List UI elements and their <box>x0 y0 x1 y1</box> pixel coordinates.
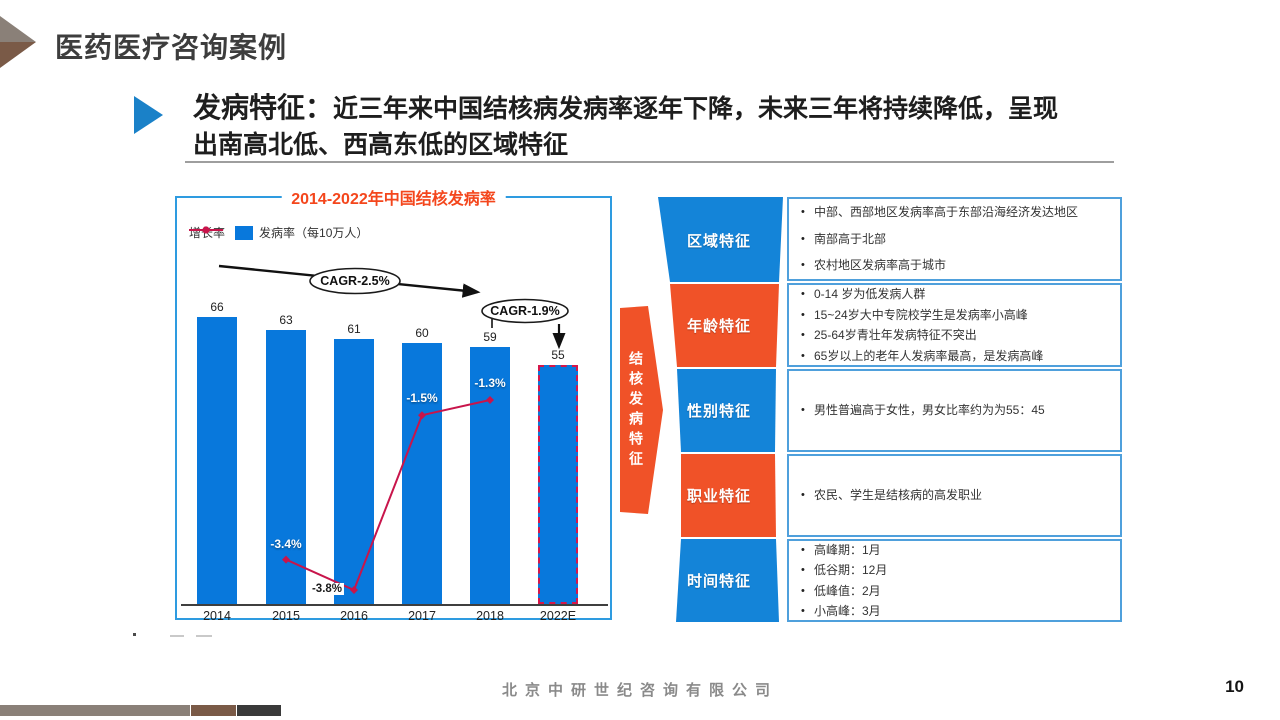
feature-bullet: 农民、学生是结核病的高发职业 <box>801 485 1114 506</box>
category-label: 2017 <box>408 609 436 623</box>
feature-bullet: 小高峰：3月 <box>801 601 1114 622</box>
feature-bullet: 低谷期：12月 <box>801 560 1114 581</box>
feature-detail-boxes: 中部、西部地区发病率高于东部沿海经济发达地区南部高于北部农村地区发病率高于城市 … <box>787 197 1122 622</box>
chart-title: 2014-2022年中国结核发病率 <box>281 185 506 209</box>
chart-panel: 2014-2022年中国结核发病率 增长率 发病率（每10万人） 66 2014 6… <box>175 185 612 623</box>
logo-arrow-icon <box>0 16 36 68</box>
section-heading: 发病特征：近三年来中国结核病发病率逐年下降，未来三年将持续降低，呈现 出南高北低… <box>193 92 1153 165</box>
cagr-recent-label: CAGR-1.9% <box>490 304 560 318</box>
line-marker-icon <box>189 226 223 234</box>
page-number: 10 <box>1225 677 1244 696</box>
growth-point-label: -3.8% <box>309 583 345 595</box>
incidence-bar <box>334 339 374 604</box>
category-label: 2018 <box>476 609 504 623</box>
heading-triangle-icon <box>134 96 163 134</box>
funnel-label-age: 年龄特征 <box>686 318 751 335</box>
funnel-label-occupation: 职业特征 <box>686 488 751 505</box>
gender-feature-box: 男性普遍高于女性，男女比率约为为55：45 <box>787 369 1122 452</box>
growth-point-label: -3.4% <box>270 536 302 551</box>
funnel-label-region: 区域特征 <box>686 233 751 250</box>
legend-growth-rate: 增长率 <box>189 224 225 241</box>
bar-value-label: 55 <box>551 348 565 362</box>
bar-swatch-icon <box>235 225 254 240</box>
heading-line2: 出南高北低、西高东低的区域特征 <box>193 131 569 159</box>
feature-bullet: 南部高于北部 <box>801 226 1114 253</box>
heading-prefix: 发病特征： <box>193 92 334 123</box>
tb-feature-arrow-icon <box>620 306 663 514</box>
legend-incidence: 发病率（每10万人） <box>235 224 368 241</box>
incidence-bar <box>538 365 578 604</box>
incidence-bar <box>402 343 442 604</box>
feature-bullet: 农村地区发病率高于城市 <box>801 252 1114 279</box>
category-label: 2015 <box>272 609 300 623</box>
page-title: 医药医疗咨询案例 <box>55 32 288 63</box>
feature-bullet: 65岁以上的老年人发病率最高，是发病高峰 <box>801 346 1114 367</box>
bar-value-label: 61 <box>347 322 361 336</box>
feature-bullet: 15~24岁大中专院校学生是发病率小高峰 <box>801 305 1114 326</box>
occupation-feature-box: 农民、学生是结核病的高发职业 <box>787 454 1122 537</box>
footer-company: 北京中研世纪咨询有限公司 <box>501 682 778 699</box>
growth-point-label: -1.3% <box>474 376 506 390</box>
feature-bullet: 男性普遍高于女性，男女比率约为为55：45 <box>801 400 1114 421</box>
age-feature-box: 0-14 岁为低发病人群15~24岁大中专院校学生是发病率小高峰25-64岁青壮… <box>787 283 1122 367</box>
funnel-label-gender: 性别特征 <box>686 403 751 420</box>
feature-bullet: 25-64岁青壮年发病特征不突出 <box>801 325 1114 346</box>
feature-funnel <box>658 197 783 622</box>
footer-bar-brown <box>191 705 236 716</box>
growth-point-label: -1.5% <box>406 391 438 406</box>
funnel-label-time: 时间特征 <box>686 573 751 590</box>
growth-line-series <box>282 396 494 594</box>
tb-feature-arrow-label: 结核发病特征 <box>628 351 644 471</box>
bar-value-label: 59 <box>483 330 497 344</box>
footer-bar-dark <box>237 705 281 716</box>
time-feature-box: 高峰期：1月低谷期：12月低峰值：2月小高峰：3月 <box>787 539 1122 622</box>
category-label: 2022E <box>539 609 577 623</box>
cagr-annotations <box>218 264 569 350</box>
category-label: 2016 <box>340 609 368 623</box>
feature-bullet: 0-14 岁为低发病人群 <box>801 284 1114 305</box>
bar-value-label: 60 <box>415 326 429 340</box>
incidence-bar <box>470 347 510 604</box>
category-label: 2014 <box>203 609 231 623</box>
feature-bullet: 高峰期：1月 <box>801 540 1114 561</box>
bar-value-label: 66 <box>210 300 224 314</box>
incidence-bar <box>197 317 237 604</box>
chart-legend: 增长率 发病率（每10万人） <box>189 224 368 241</box>
cagr-full-label: CAGR-2.5% <box>320 274 390 288</box>
x-axis-line <box>181 604 608 606</box>
feature-bullet: 中部、西部地区发病率高于东部沿海经济发达地区 <box>801 199 1114 226</box>
feature-bullet: 低峰值：2月 <box>801 581 1114 602</box>
footnote-dot <box>133 633 136 636</box>
footnote-dash <box>196 635 212 637</box>
bar-value-label: 63 <box>279 313 293 327</box>
region-feature-box: 中部、西部地区发病率高于东部沿海经济发达地区南部高于北部农村地区发病率高于城市 <box>787 197 1122 281</box>
footer-bar-gray <box>0 705 190 716</box>
footnote-dash <box>170 635 184 637</box>
heading-underline <box>185 161 1114 163</box>
heading-line1: 近三年来中国结核病发病率逐年下降，未来三年将持续降低，呈现 <box>333 95 1059 123</box>
